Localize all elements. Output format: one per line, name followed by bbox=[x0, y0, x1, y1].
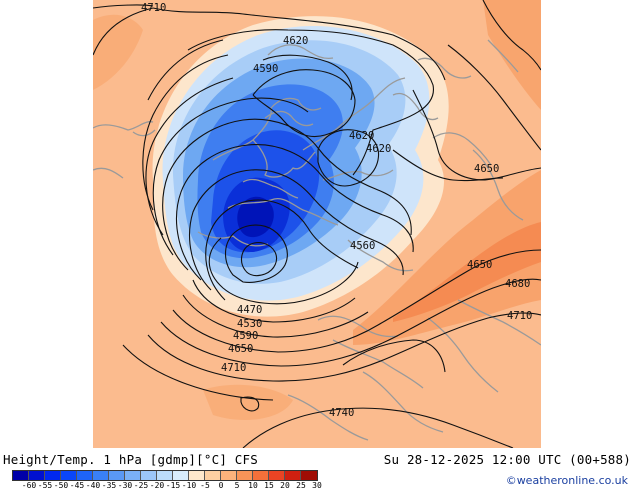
color-legend bbox=[12, 470, 318, 481]
legend-label: -10 bbox=[181, 481, 197, 490]
contour-label: 4650 bbox=[228, 343, 253, 355]
legend-swatch bbox=[93, 471, 109, 480]
legend-swatch bbox=[141, 471, 157, 480]
legend-label: -25 bbox=[133, 481, 149, 490]
contour-label: 4740 bbox=[329, 407, 354, 419]
legend-label: -45 bbox=[69, 481, 85, 490]
legend-swatch bbox=[125, 471, 141, 480]
legend-swatch bbox=[253, 471, 269, 480]
coldest-core-inner bbox=[237, 196, 274, 238]
warm-patch-northeast bbox=[483, 0, 541, 110]
color-legend-labels: -60 -55 -50 -45 -40 -35 -30 -25 -20 -15 -10 -5 0 5 10 1… bbox=[0, 481, 360, 491]
legend-label: -35 bbox=[101, 481, 117, 490]
map-panel: 4710 4620 4590 4620 4620 4650 4560 4650 … bbox=[93, 0, 541, 448]
legend-swatch bbox=[29, 471, 45, 480]
legend-swatch bbox=[269, 471, 285, 480]
legend-label: -20 bbox=[149, 481, 165, 490]
legend-swatch bbox=[61, 471, 77, 480]
forecast-datetime: Su 28-12-2025 12:00 UTC (00+588) bbox=[383, 452, 631, 467]
contour-label: 4710 bbox=[221, 362, 246, 374]
contour-labels: 4710 4620 4590 4620 4620 4650 4560 4650 … bbox=[141, 2, 532, 419]
legend-swatch bbox=[109, 471, 125, 480]
contour-label: 4650 bbox=[467, 259, 492, 271]
legend-swatch bbox=[13, 471, 29, 480]
map-footer: Height/Temp. 1 hPa [gdmp][°C] CFS Su 28-… bbox=[0, 448, 634, 490]
contour-label: 4650 bbox=[474, 163, 499, 175]
legend-swatch bbox=[157, 471, 173, 480]
contour-label: 4590 bbox=[233, 330, 258, 342]
contour-label: 4620 bbox=[366, 143, 391, 155]
source-credit[interactable]: ©weatheronline.co.uk bbox=[505, 474, 628, 487]
legend-label: 5 bbox=[234, 481, 240, 490]
legend-label: 10 bbox=[248, 481, 258, 490]
warm-patch-south bbox=[203, 384, 293, 420]
contour-label: 4620 bbox=[283, 35, 308, 47]
contour-label: 4710 bbox=[507, 310, 532, 322]
contour-lines bbox=[93, 0, 541, 448]
legend-label: -30 bbox=[117, 481, 133, 490]
contour-label: 4710 bbox=[141, 2, 166, 14]
contour-label: 4620 bbox=[349, 130, 374, 142]
legend-label: 20 bbox=[280, 481, 290, 490]
legend-label: 25 bbox=[296, 481, 306, 490]
legend-swatch bbox=[221, 471, 237, 480]
legend-swatch bbox=[205, 471, 221, 480]
contour-label: 4470 bbox=[237, 304, 262, 316]
contour-label: 4530 bbox=[237, 318, 262, 330]
legend-swatch bbox=[173, 471, 189, 480]
weather-map: 4710 4620 4590 4620 4620 4650 4560 4650 … bbox=[93, 0, 541, 448]
contour-label: 4680 bbox=[505, 278, 530, 290]
legend-swatch bbox=[189, 471, 205, 480]
legend-label: 15 bbox=[264, 481, 274, 490]
legend-swatch bbox=[77, 471, 93, 480]
legend-label: -55 bbox=[37, 481, 53, 490]
map-title: Height/Temp. 1 hPa [gdmp][°C] CFS bbox=[3, 452, 258, 467]
legend-label: -60 bbox=[21, 481, 37, 490]
legend-label: -5 bbox=[200, 481, 210, 490]
legend-label: 0 bbox=[218, 481, 224, 490]
legend-swatch bbox=[285, 471, 301, 480]
legend-swatch bbox=[237, 471, 253, 480]
coastlines bbox=[93, 39, 541, 441]
legend-label: -50 bbox=[53, 481, 69, 490]
contour-label: 4560 bbox=[350, 240, 375, 252]
warm-band-east bbox=[353, 170, 541, 345]
legend-label: -15 bbox=[165, 481, 181, 490]
legend-swatch bbox=[45, 471, 61, 480]
contour-label: 4590 bbox=[253, 63, 278, 75]
legend-swatch bbox=[301, 471, 317, 480]
legend-label: 30 bbox=[312, 481, 322, 490]
legend-label: -40 bbox=[85, 481, 101, 490]
